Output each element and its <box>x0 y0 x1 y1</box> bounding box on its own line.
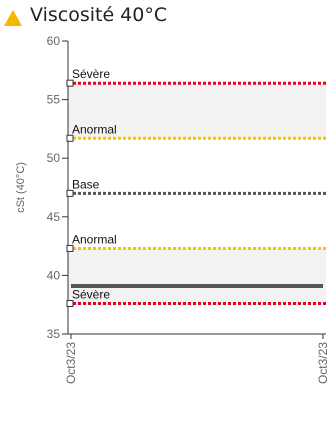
shaded-band <box>68 248 326 305</box>
warning-triangle-icon <box>4 10 22 26</box>
chart-header: Viscosité 40°C <box>0 0 333 34</box>
shaded-band <box>68 84 326 139</box>
limit-label: Anormal <box>72 122 117 136</box>
y-tick-label: 45 <box>47 210 61 224</box>
y-tick-label: 35 <box>47 327 61 341</box>
x-tick-label: Oct3/23 <box>316 342 330 384</box>
y-tick-label: 50 <box>47 151 61 165</box>
y-axis-title: cSt (40°C) <box>15 162 27 213</box>
limit-marker <box>66 244 74 252</box>
y-tick-label: 55 <box>47 93 61 107</box>
limit-marker <box>66 300 74 308</box>
limit-marker <box>66 134 74 142</box>
y-tick-label: 60 <box>47 34 61 48</box>
limit-label: Base <box>72 177 100 191</box>
limit-label: Sévère <box>72 288 110 302</box>
chart-title: Viscosité 40°C <box>30 4 168 26</box>
limit-label: Sévère <box>72 67 110 81</box>
limit-marker <box>66 189 74 197</box>
limit-label: Anormal <box>72 232 117 246</box>
x-tick-label: Oct3/23 <box>64 342 78 384</box>
limit-marker <box>66 79 74 87</box>
y-tick-label: 40 <box>47 268 61 282</box>
